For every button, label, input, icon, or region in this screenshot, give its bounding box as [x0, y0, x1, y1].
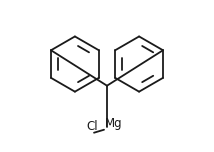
Text: Mg: Mg — [105, 117, 122, 130]
Text: Cl: Cl — [87, 120, 98, 133]
